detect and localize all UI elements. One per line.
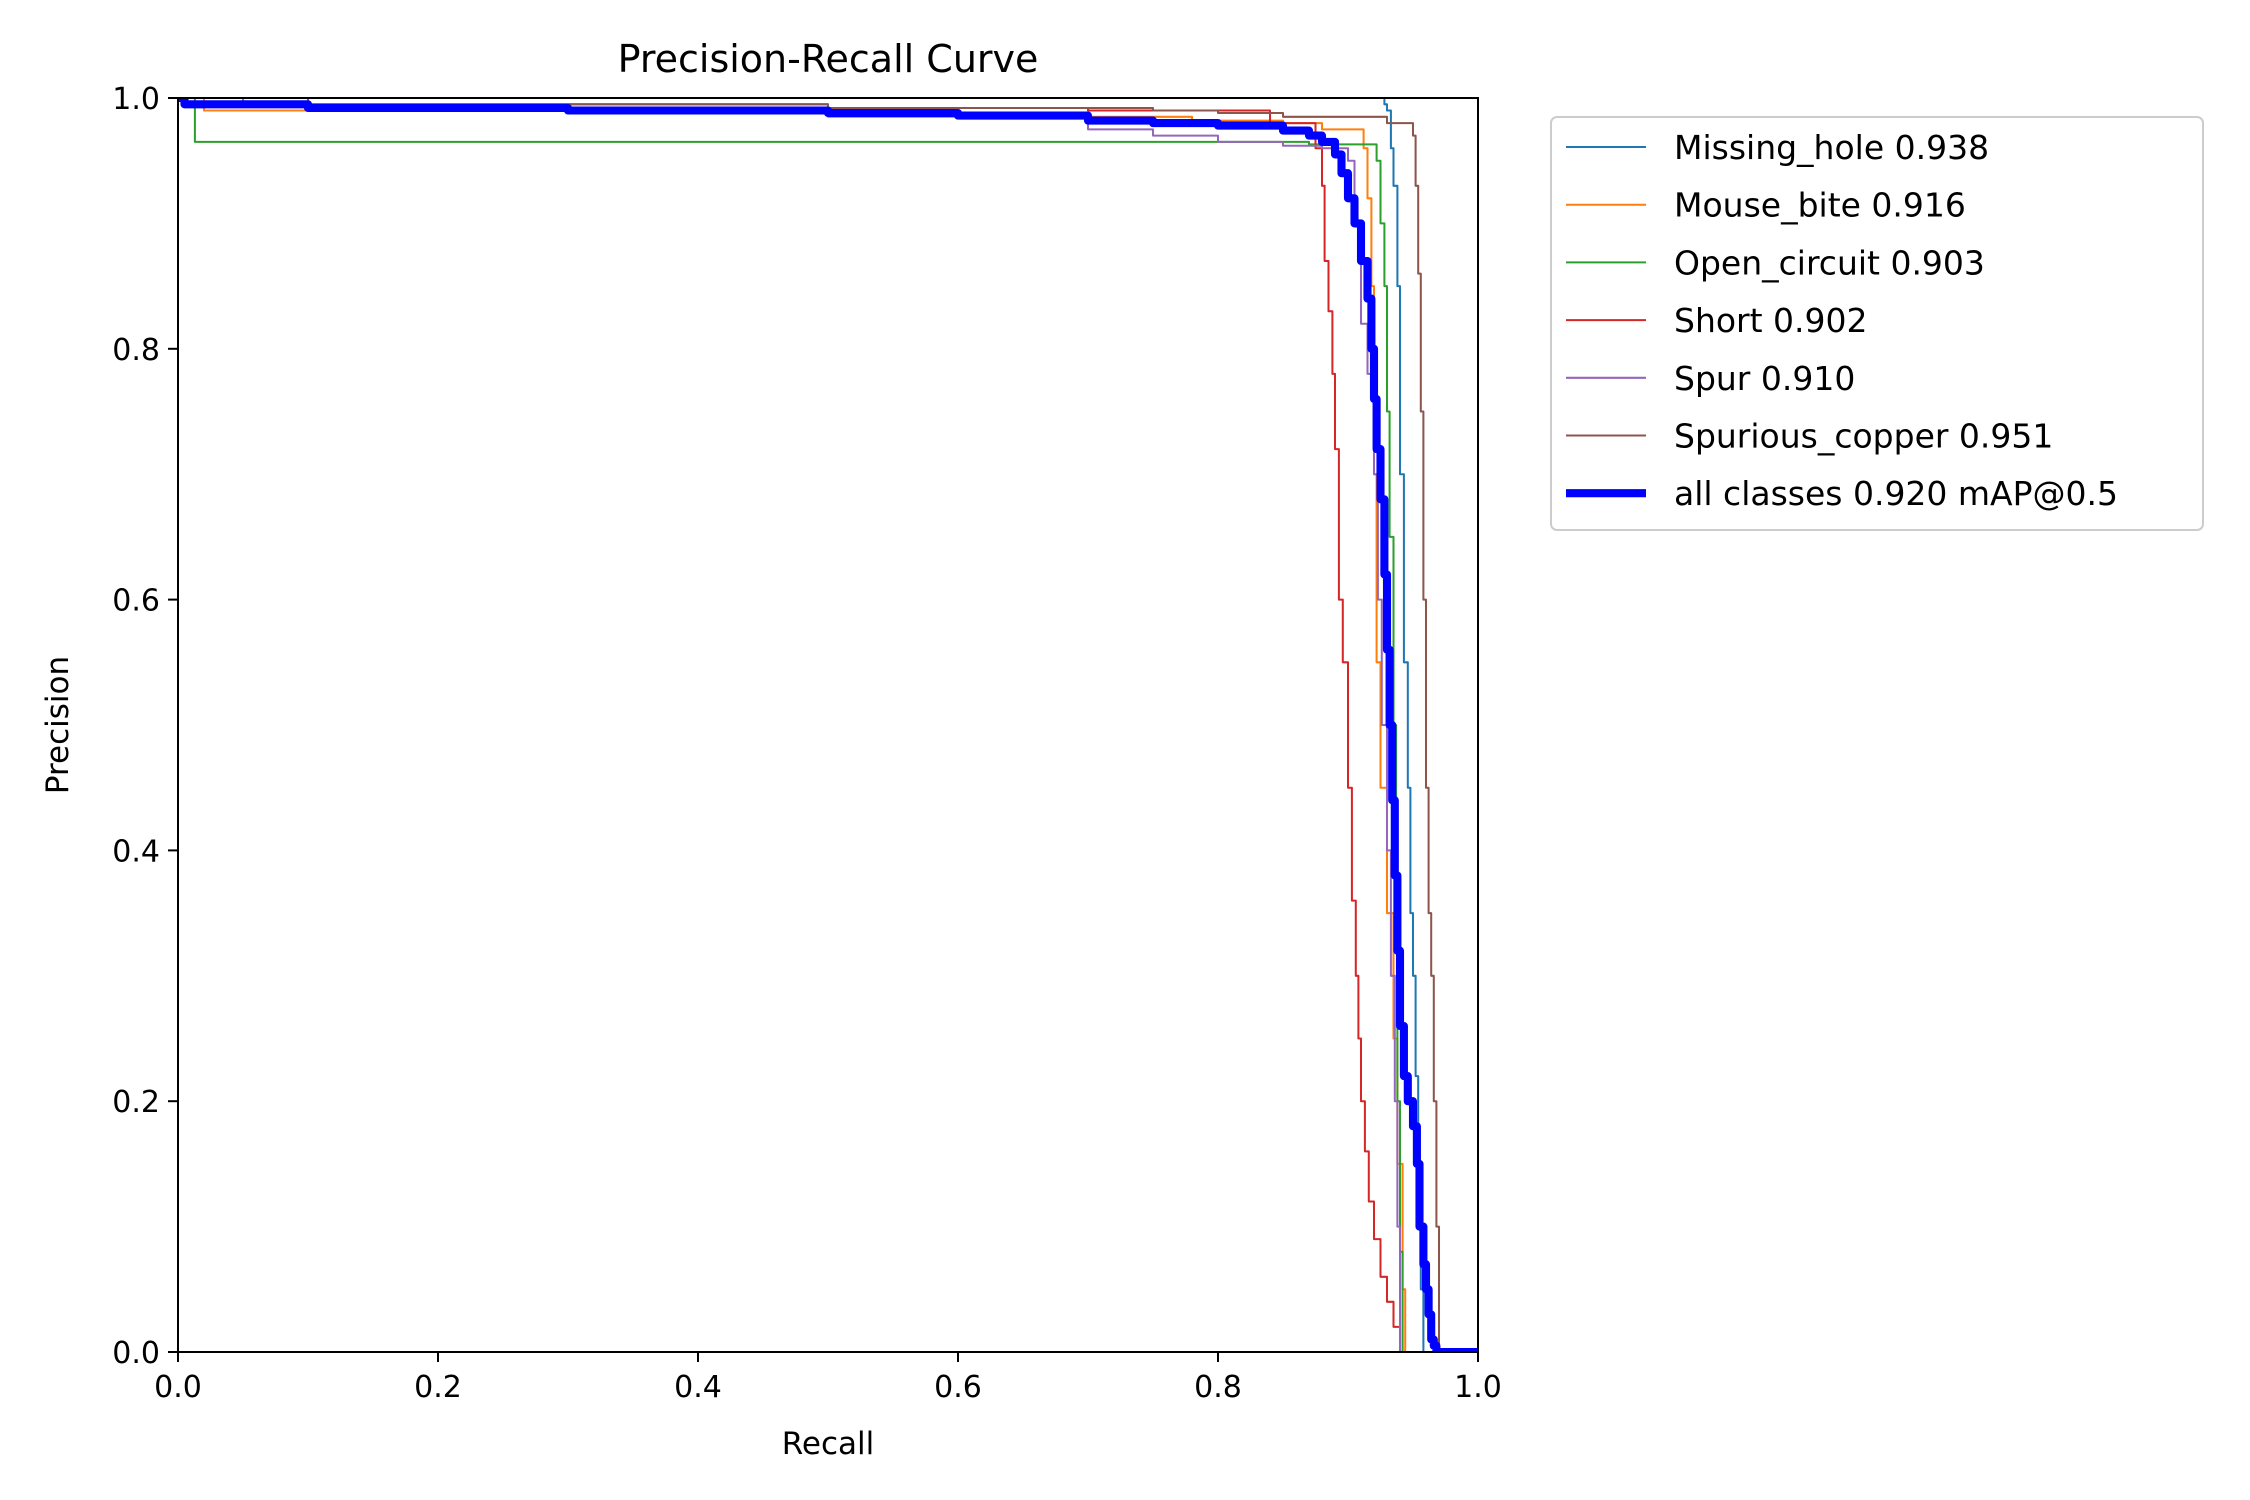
legend-label: all classes 0.920 mAP@0.5	[1674, 474, 2118, 513]
series-layer	[178, 98, 1478, 1352]
y-tick-label: 0.4	[112, 834, 160, 869]
x-axis-label: Recall	[782, 1426, 875, 1462]
legend-label: Spurious_copper 0.951	[1674, 417, 2053, 456]
legend-items: Missing_hole 0.938 Mouse_bite 0.916 Open_c…	[1566, 128, 2118, 513]
y-tick-label: 1.0	[112, 82, 160, 117]
x-tick-label: 0.6	[934, 1370, 982, 1405]
legend-box	[1550, 116, 2204, 531]
y-tick-label: 0.2	[112, 1085, 160, 1120]
y-axis-ticks: 0.0 0.2 0.4 0.6 0.8 1.0	[112, 82, 178, 1371]
series-line-6	[178, 98, 1478, 1352]
series-line-5	[178, 98, 1441, 1352]
y-tick-label: 0.0	[112, 1336, 160, 1371]
y-tick-label: 0.6	[112, 584, 160, 619]
x-tick-label: 0.8	[1194, 1370, 1242, 1405]
plot-frame	[177, 97, 1479, 1353]
y-axis-label: Precision	[40, 656, 76, 794]
x-tick-label: 1.0	[1454, 1370, 1502, 1405]
legend-label: Missing_hole 0.938	[1674, 128, 1989, 167]
x-tick-label: 0.0	[154, 1370, 202, 1405]
legend-label: Spur 0.910	[1674, 359, 1855, 398]
legend-label: Mouse_bite 0.916	[1674, 186, 1966, 225]
x-tick-label: 0.2	[414, 1370, 462, 1405]
chart-title: Precision-Recall Curve	[618, 37, 1039, 81]
y-tick-label: 0.8	[112, 333, 160, 368]
legend-label: Short 0.902	[1674, 301, 1868, 340]
x-axis-ticks: 0.0 0.2 0.4 0.6 0.8 1.0	[154, 1352, 1502, 1405]
legend: Missing_hole 0.938 Mouse_bite 0.916 Open_c…	[1550, 116, 2204, 531]
legend-label: Open_circuit 0.903	[1674, 243, 1985, 282]
x-tick-label: 0.4	[674, 1370, 722, 1405]
